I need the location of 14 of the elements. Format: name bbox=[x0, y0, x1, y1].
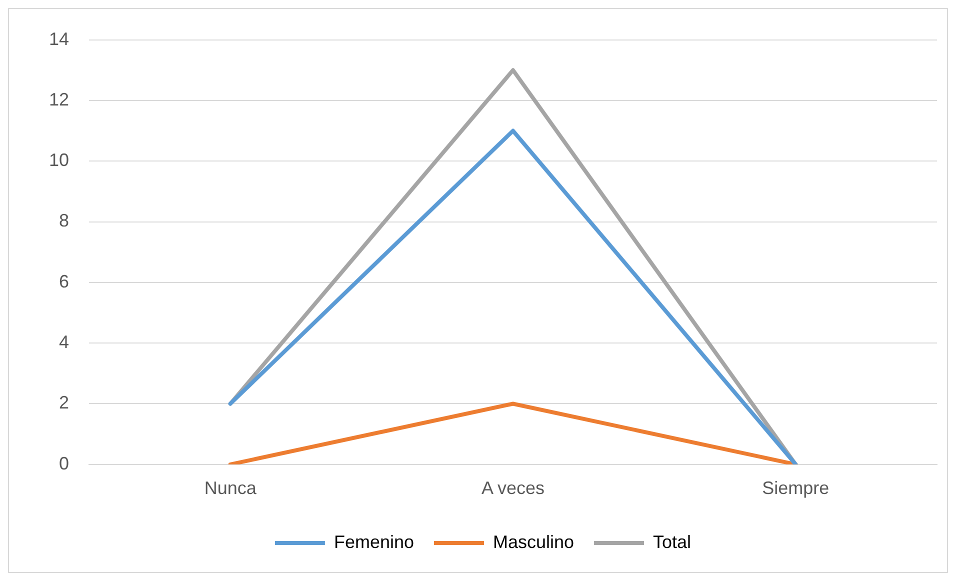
legend-label: Total bbox=[653, 532, 692, 552]
x-tick-label: A veces bbox=[481, 478, 545, 498]
legend-label: Masculino bbox=[492, 532, 574, 552]
x-tick-label: Siempre bbox=[762, 478, 830, 498]
y-tick-label: 14 bbox=[48, 28, 70, 49]
y-tick-label: 10 bbox=[48, 150, 70, 170]
legend-label: Femenino bbox=[334, 532, 414, 552]
x-tick-label: Nunca bbox=[204, 478, 258, 498]
y-tick-label: 2 bbox=[59, 392, 70, 413]
y-tick-label: 6 bbox=[59, 271, 70, 292]
y-tick-label: 8 bbox=[59, 210, 70, 231]
y-tick-label: 12 bbox=[48, 89, 70, 110]
y-tick-label: 4 bbox=[59, 332, 70, 352]
y-tick-label: 0 bbox=[59, 453, 70, 474]
